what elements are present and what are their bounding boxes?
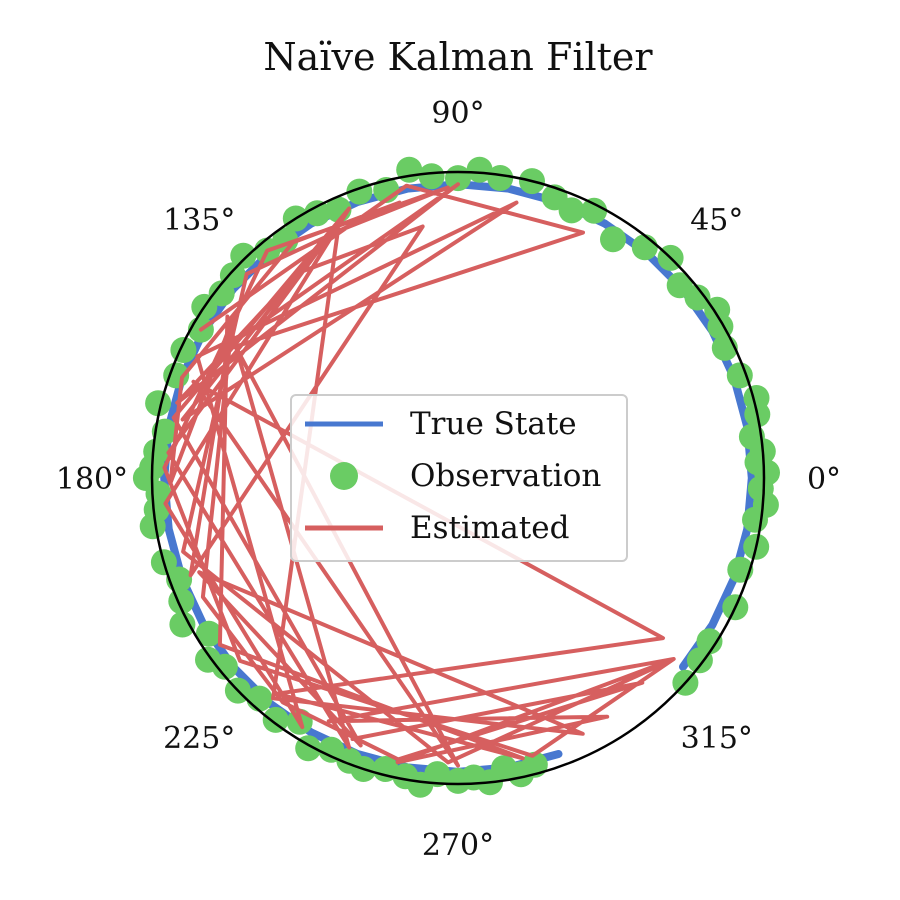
estimated-layer [162, 182, 676, 768]
observation-point [487, 165, 514, 191]
observation-point [230, 242, 257, 269]
angle-tick-label: 0° [807, 462, 841, 497]
legend-swatch [330, 462, 358, 490]
observation-point [743, 385, 770, 411]
angle-tick-label: 315° [681, 721, 753, 756]
observation-point [372, 756, 399, 782]
observation-point [696, 628, 723, 655]
angle-tick-label: 135° [163, 203, 235, 238]
observation-point [666, 272, 693, 299]
observation-point [304, 200, 331, 227]
polar-frame [150, 170, 766, 786]
observation-point [726, 362, 753, 389]
angle-tick-label: 270° [422, 828, 494, 863]
observation-point [631, 234, 658, 261]
chart-title: Naïve Kalman Filter [263, 35, 653, 79]
observation-point [600, 226, 626, 253]
legend: True State Observation Estimated [290, 394, 628, 562]
legend-label: Observation [410, 458, 601, 494]
legend-label: True State [410, 406, 577, 442]
observation-point [704, 296, 731, 323]
observation-point [195, 620, 222, 647]
observation-point [139, 513, 166, 540]
angle-tick-label: 45° [690, 203, 743, 238]
observation-point [211, 653, 238, 680]
angular-tick-labels: 0° 45° 90° 135° 180° 225° 270° 315° [56, 96, 841, 863]
observation-point [424, 761, 451, 788]
observation-point [151, 418, 178, 445]
legend-label: Estimated [410, 510, 569, 546]
observation-point [738, 423, 765, 450]
observation-point [145, 390, 172, 417]
observation-point [466, 156, 493, 183]
angle-tick-label: 180° [56, 462, 128, 497]
observation-point [262, 706, 289, 733]
observation-point [581, 197, 608, 224]
legend-box [290, 394, 628, 562]
observation-point [169, 611, 196, 638]
angle-tick-label: 90° [431, 96, 484, 131]
angle-tick-label: 225° [163, 721, 235, 756]
observation-point [418, 163, 445, 190]
observation-point [246, 685, 273, 712]
estimated-line [162, 182, 676, 768]
